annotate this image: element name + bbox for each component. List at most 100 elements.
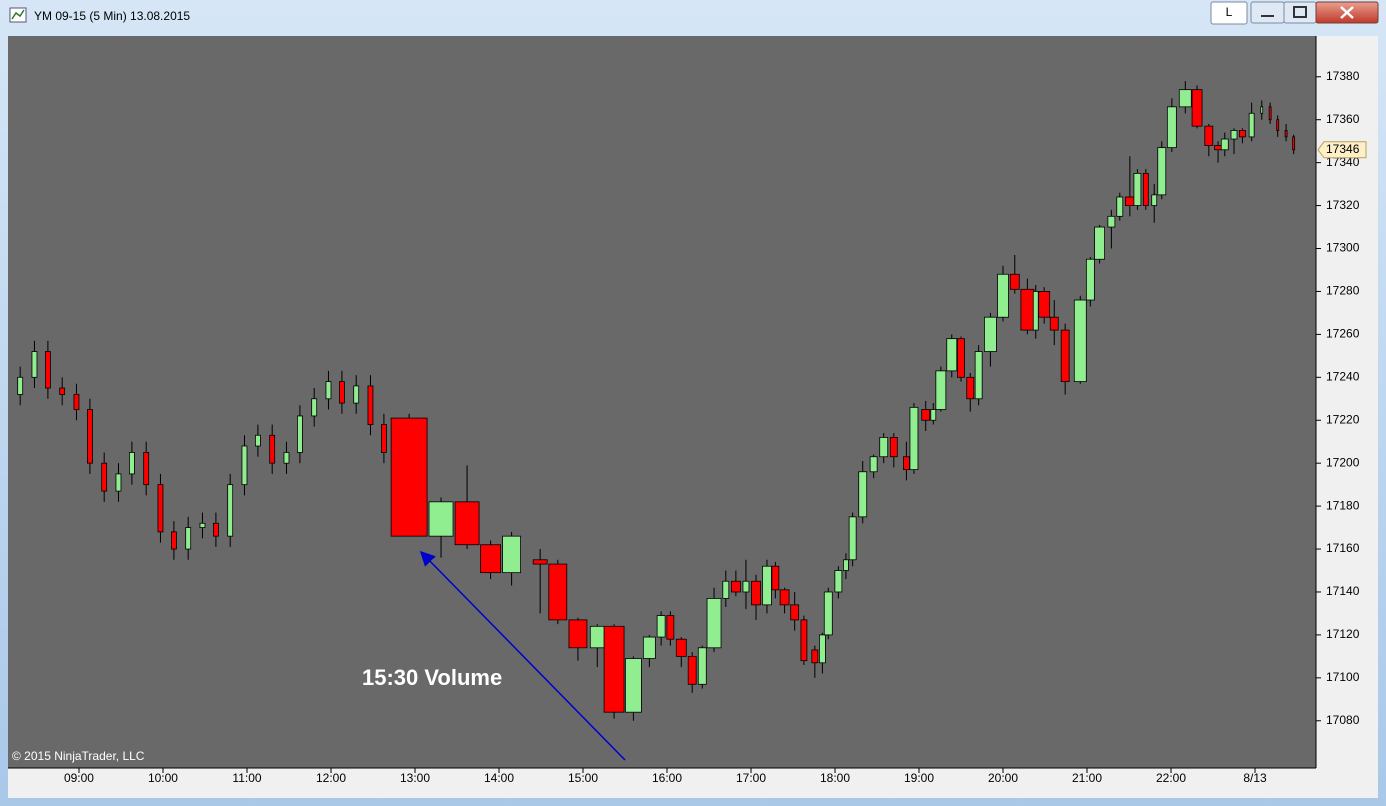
candle-body [909, 406, 919, 471]
candle-body [974, 351, 983, 400]
candle-body [1085, 258, 1095, 301]
candle-body [1107, 215, 1116, 228]
candles [17, 81, 1296, 721]
y-tick-label: 17120 [1326, 627, 1360, 641]
y-tick-label: 17340 [1326, 155, 1360, 169]
candle-body [984, 316, 997, 352]
candle-body [454, 501, 480, 546]
candle-body [1049, 316, 1059, 331]
candle-body [1009, 273, 1020, 290]
candle-body [101, 462, 108, 492]
candle-body [227, 484, 234, 537]
candle-body [957, 338, 965, 378]
l-button-label[interactable]: L [1226, 5, 1233, 19]
candle-body [480, 544, 501, 574]
x-tick-label: 10:00 [148, 771, 178, 785]
x-tick-label: 17:00 [736, 771, 766, 785]
candle-body [311, 398, 318, 417]
candle-body [1260, 106, 1264, 114]
x-tick-label: 19:00 [904, 771, 934, 785]
candle-body [297, 415, 303, 453]
candle-body [1142, 172, 1149, 206]
minimize-button[interactable] [1250, 1, 1285, 24]
candle-body [687, 655, 697, 685]
window-title: YM 09-15 (5 Min) 13.08.2015 [34, 9, 190, 23]
candle-body [935, 370, 947, 410]
candle-body [843, 559, 849, 571]
candle-body [1133, 172, 1142, 206]
x-tick-label: 21:00 [1072, 771, 1102, 785]
x-tick-label: 15:00 [568, 771, 598, 785]
candle-body [997, 273, 1009, 318]
y-tick-label: 17240 [1326, 369, 1360, 383]
candle-body [31, 351, 38, 378]
candle-body [1284, 130, 1288, 138]
candle-body [1239, 130, 1246, 138]
candle-body [666, 615, 675, 640]
candle-body [241, 445, 248, 486]
candle-body [269, 434, 276, 464]
candle-body [1073, 299, 1087, 383]
candle-body [45, 351, 51, 389]
candle-body [17, 376, 24, 395]
candle-body [642, 636, 656, 659]
l-button[interactable] [1210, 1, 1248, 25]
candle-body [199, 522, 206, 528]
candle-body [143, 452, 150, 486]
annotation-arrow [419, 550, 626, 761]
candle-body [966, 376, 975, 400]
candle-body [381, 424, 387, 453]
y-tick-label: 17180 [1326, 498, 1360, 512]
y-tick-label: 17100 [1326, 670, 1360, 684]
maximize-button[interactable] [1283, 1, 1317, 24]
candle-body [115, 473, 122, 492]
x-tick-label: 20:00 [988, 771, 1018, 785]
candle-body [1124, 196, 1135, 206]
candle-body [1116, 196, 1124, 217]
candle-body [811, 649, 819, 664]
candle-body [532, 559, 548, 565]
candle-body [339, 381, 345, 404]
candle-body [706, 598, 722, 649]
y-tick-label: 17080 [1326, 713, 1360, 727]
candle-body [1204, 125, 1214, 146]
candle-body [73, 394, 80, 410]
candle-body [1032, 291, 1039, 331]
x-tick-label: 18:00 [820, 771, 850, 785]
candle-body [848, 516, 857, 561]
candle-body [921, 409, 931, 421]
candle-body [819, 634, 826, 664]
y-tick-label: 17140 [1326, 584, 1360, 598]
candle-body [1094, 226, 1106, 260]
candle-body [903, 456, 910, 471]
candle-body [1191, 89, 1203, 127]
x-tick-label: 12:00 [316, 771, 346, 785]
x-tick-label: 14:00 [484, 771, 514, 785]
candle-body [1151, 194, 1158, 206]
candle-body [1214, 145, 1222, 151]
y-tick-label: 17360 [1326, 112, 1360, 126]
candle-body [1038, 291, 1051, 318]
candle-body [762, 565, 772, 606]
candle-body [946, 338, 958, 372]
candle-body [879, 437, 889, 458]
candle-body [502, 535, 521, 574]
candle-body [675, 638, 687, 657]
candle-body [656, 615, 666, 638]
y-tick-label: 17200 [1326, 455, 1360, 469]
candle-body [823, 591, 833, 636]
candle-body [771, 565, 780, 591]
plot-area [8, 36, 1316, 768]
candle-body [834, 570, 843, 593]
candle-body [185, 527, 192, 550]
candle-body [157, 484, 164, 533]
candle-body [603, 625, 625, 713]
x-tick-label: 8/13 [1243, 771, 1267, 785]
x-tick-label: 16:00 [652, 771, 682, 785]
x-tick-label: 11:00 [232, 771, 261, 785]
last-price-label: 17346 [1326, 142, 1360, 156]
candle-body [589, 625, 605, 649]
y-tick-label: 17220 [1326, 412, 1360, 426]
candle-body [213, 522, 219, 537]
